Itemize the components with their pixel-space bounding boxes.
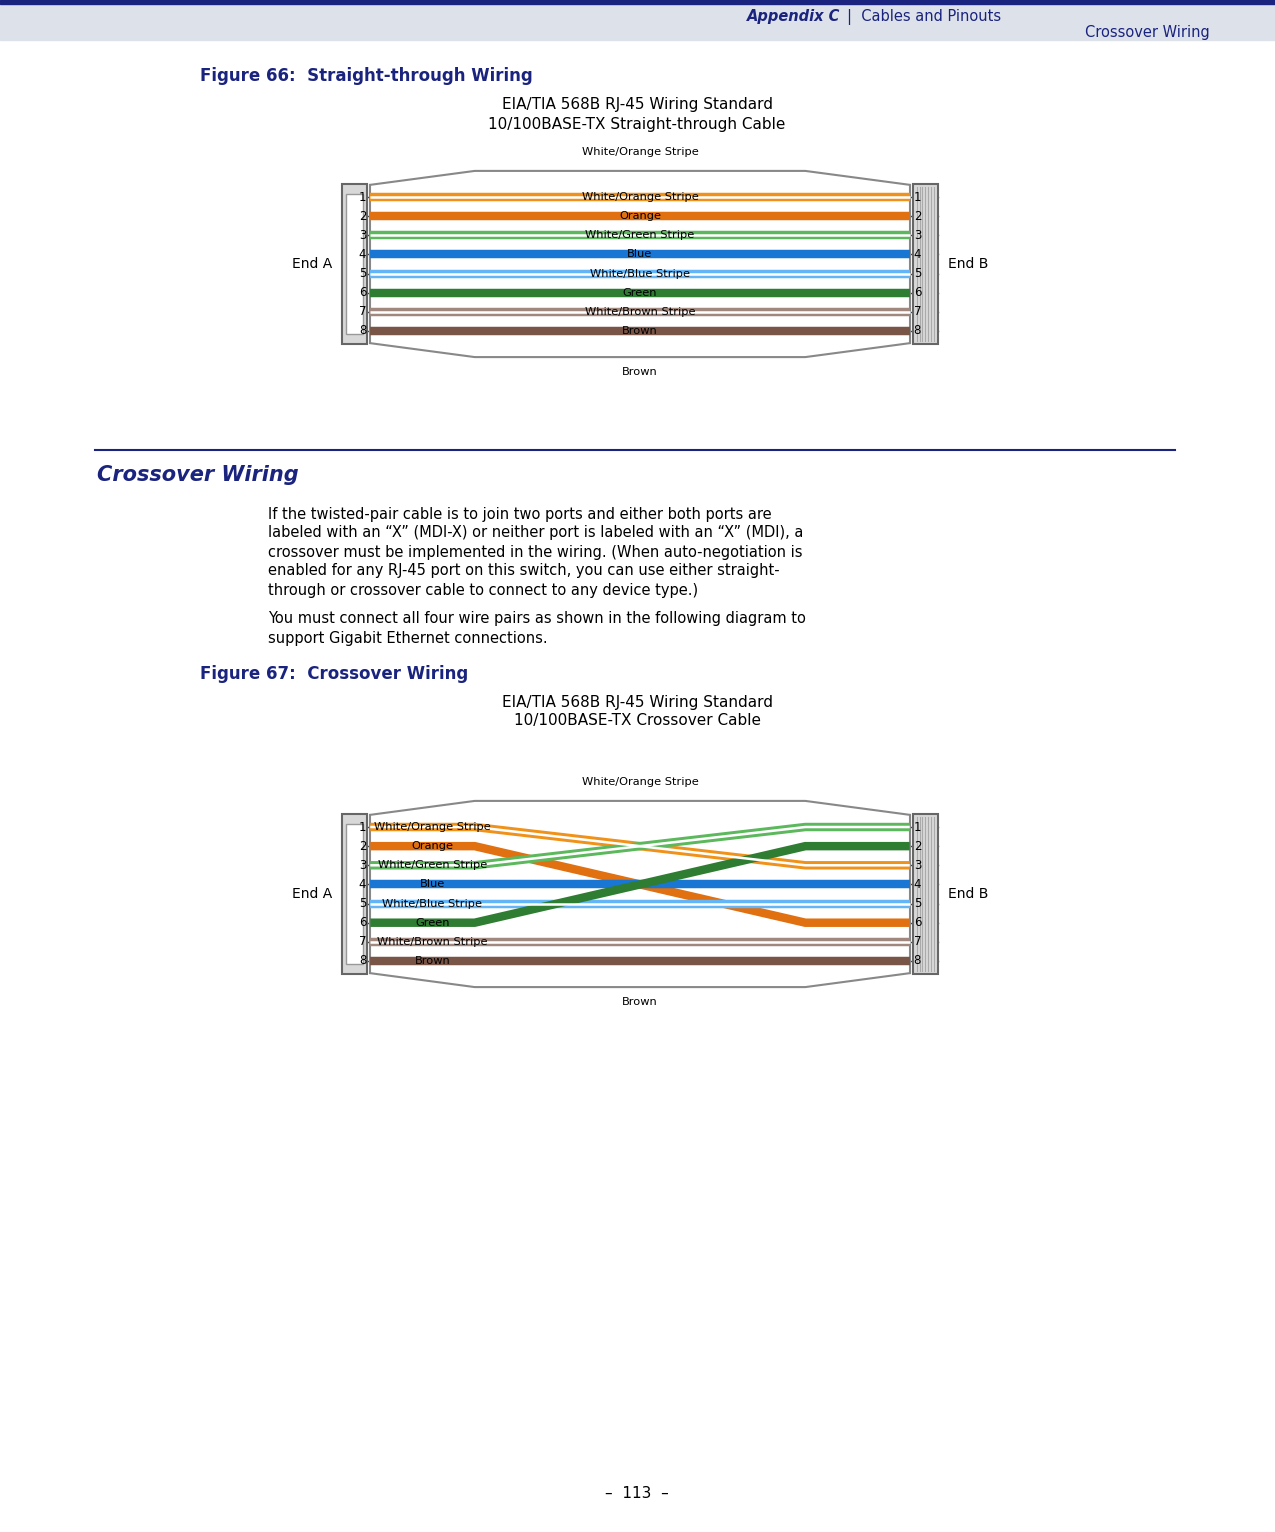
Bar <box>343 184 367 345</box>
Text: Appendix C: Appendix C <box>747 9 840 25</box>
Text: 8: 8 <box>360 325 366 337</box>
Text: End A: End A <box>292 887 333 901</box>
Text: –  113  –: – 113 – <box>606 1486 669 1501</box>
Text: crossover must be implemented in the wiring. (When auto-negotiation is: crossover must be implemented in the wir… <box>268 544 802 559</box>
Text: Figure 67:  Crossover Wiring: Figure 67: Crossover Wiring <box>200 665 468 683</box>
Text: 1: 1 <box>358 821 366 833</box>
Text: White/Orange Stripe: White/Orange Stripe <box>581 777 699 787</box>
Text: White/Brown Stripe: White/Brown Stripe <box>585 306 695 317</box>
Text: White/Green Stripe: White/Green Stripe <box>377 861 487 870</box>
Text: Blue: Blue <box>627 250 653 259</box>
Text: 4: 4 <box>914 248 922 260</box>
Text: 7: 7 <box>914 305 922 319</box>
Text: Green: Green <box>622 288 657 297</box>
Text: End B: End B <box>947 257 988 271</box>
Text: 5: 5 <box>360 898 366 910</box>
Text: 3: 3 <box>360 859 366 872</box>
Text: 4: 4 <box>914 878 922 892</box>
Text: 10/100BASE-TX Crossover Cable: 10/100BASE-TX Crossover Cable <box>514 714 760 729</box>
Bar <box>0 0 1275 5</box>
Text: White/Blue Stripe: White/Blue Stripe <box>382 899 482 908</box>
Text: 10/100BASE-TX Straight-through Cable: 10/100BASE-TX Straight-through Cable <box>488 116 785 132</box>
Text: 2: 2 <box>358 210 366 222</box>
Text: |  Cables and Pinouts: | Cables and Pinouts <box>847 9 1001 25</box>
Text: Brown: Brown <box>622 997 658 1007</box>
Text: White/Orange Stripe: White/Orange Stripe <box>581 147 699 156</box>
Text: White/Brown Stripe: White/Brown Stripe <box>377 938 488 947</box>
Text: 8: 8 <box>914 954 921 968</box>
Text: 4: 4 <box>358 878 366 892</box>
Text: 8: 8 <box>914 325 921 337</box>
Text: 6: 6 <box>358 916 366 930</box>
Text: End B: End B <box>947 887 988 901</box>
Bar <box>0 0 1275 40</box>
Text: 1: 1 <box>914 821 922 833</box>
Text: support Gigabit Ethernet connections.: support Gigabit Ethernet connections. <box>268 631 548 645</box>
Text: If the twisted-pair cable is to join two ports and either both ports are: If the twisted-pair cable is to join two… <box>268 507 771 521</box>
Bar <box>346 195 363 334</box>
Text: 4: 4 <box>358 248 366 260</box>
Text: End A: End A <box>292 257 333 271</box>
Text: 5: 5 <box>914 898 921 910</box>
Text: Brown: Brown <box>622 368 658 377</box>
Text: Crossover Wiring: Crossover Wiring <box>97 466 298 486</box>
Text: 6: 6 <box>358 286 366 299</box>
Text: EIA/TIA 568B RJ-45 Wiring Standard: EIA/TIA 568B RJ-45 Wiring Standard <box>501 98 773 112</box>
Text: Brown: Brown <box>414 956 450 967</box>
Text: 7: 7 <box>358 936 366 948</box>
Text: Brown: Brown <box>622 326 658 336</box>
Text: Green: Green <box>416 918 450 928</box>
Text: White/Orange Stripe: White/Orange Stripe <box>581 192 699 202</box>
Bar <box>346 824 363 964</box>
Text: EIA/TIA 568B RJ-45 Wiring Standard: EIA/TIA 568B RJ-45 Wiring Standard <box>501 694 773 709</box>
Text: 2: 2 <box>914 210 922 222</box>
Bar <box>913 813 937 974</box>
Bar <box>913 184 937 345</box>
Bar <box>343 813 367 974</box>
Text: Orange: Orange <box>618 211 660 221</box>
Text: White/Orange Stripe: White/Orange Stripe <box>374 823 491 832</box>
Text: White/Blue Stripe: White/Blue Stripe <box>590 268 690 279</box>
Text: labeled with an “X” (MDI-X) or neither port is labeled with an “X” (MDI), a: labeled with an “X” (MDI-X) or neither p… <box>268 525 803 541</box>
Text: Orange: Orange <box>412 841 454 852</box>
Text: 1: 1 <box>914 190 922 204</box>
Text: 5: 5 <box>360 267 366 280</box>
Text: 6: 6 <box>914 916 922 930</box>
Text: 5: 5 <box>914 267 921 280</box>
Text: Crossover Wiring: Crossover Wiring <box>1085 25 1210 40</box>
Text: 1: 1 <box>358 190 366 204</box>
Text: 2: 2 <box>358 840 366 853</box>
Text: You must connect all four wire pairs as shown in the following diagram to: You must connect all four wire pairs as … <box>268 611 806 627</box>
Text: enabled for any RJ-45 port on this switch, you can use either straight-: enabled for any RJ-45 port on this switc… <box>268 564 779 579</box>
Text: 8: 8 <box>360 954 366 968</box>
Text: 6: 6 <box>914 286 922 299</box>
Text: 3: 3 <box>360 228 366 242</box>
Text: Figure 66:  Straight-through Wiring: Figure 66: Straight-through Wiring <box>200 67 533 84</box>
Text: through or crossover cable to connect to any device type.): through or crossover cable to connect to… <box>268 582 699 597</box>
Text: 3: 3 <box>914 859 921 872</box>
Text: White/Green Stripe: White/Green Stripe <box>585 230 695 241</box>
Text: Blue: Blue <box>419 879 445 890</box>
Text: 2: 2 <box>914 840 922 853</box>
Text: 7: 7 <box>358 305 366 319</box>
Text: 7: 7 <box>914 936 922 948</box>
Text: 3: 3 <box>914 228 921 242</box>
